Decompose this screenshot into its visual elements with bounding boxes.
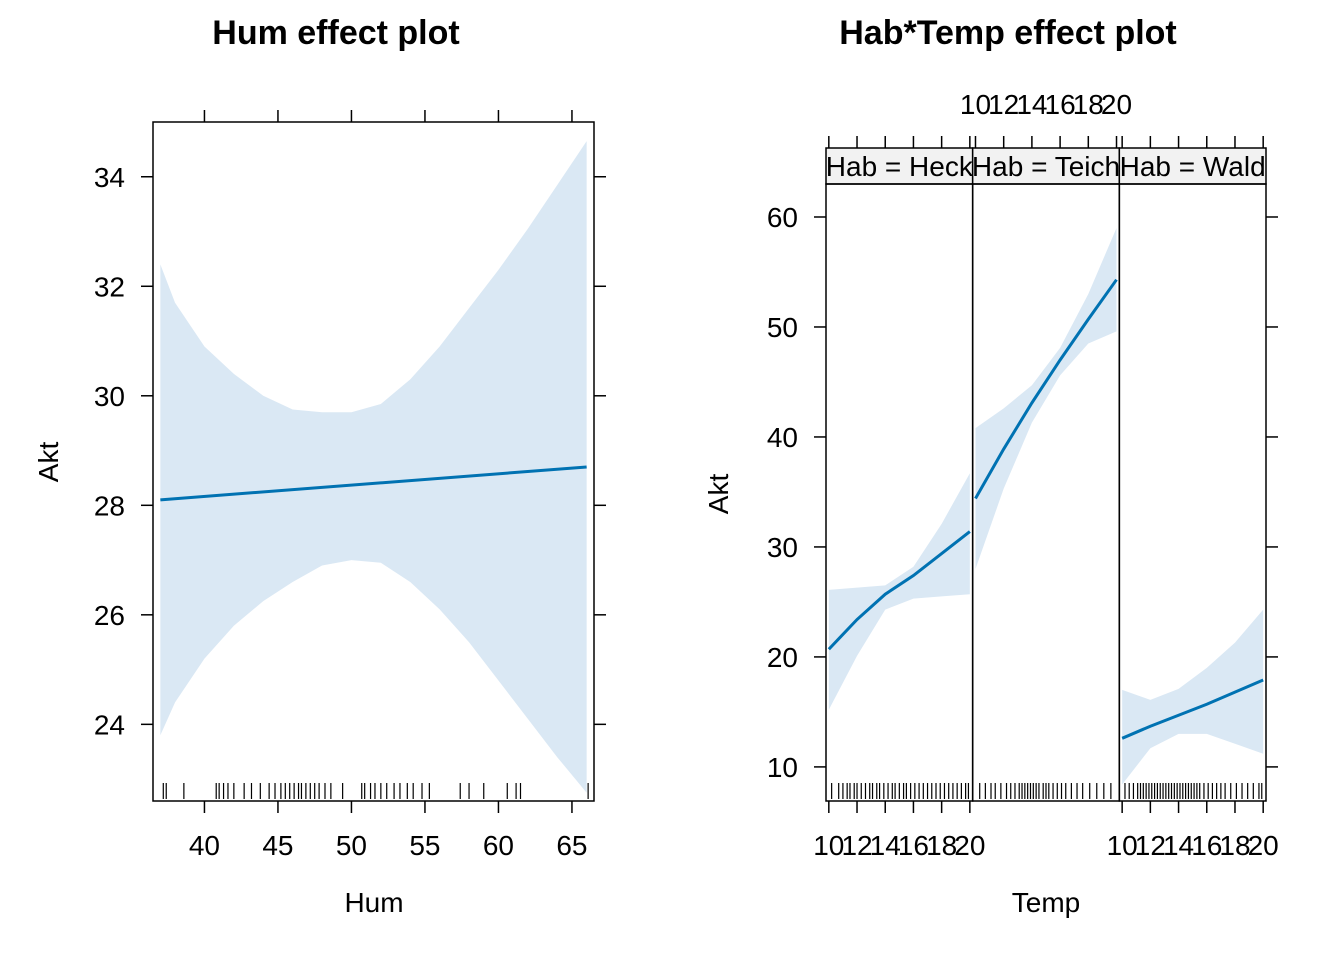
x-tick-label-top: 20 — [1101, 89, 1132, 120]
x-tick-label: 18 — [926, 830, 957, 861]
hum-effect-chart: Hum effect plot Hum Akt 40 45 50 55 60 65 24 26… — [33, 14, 606, 918]
x-tick-label: 16 — [1191, 830, 1222, 861]
x-tick-label: 50 — [336, 830, 367, 861]
effect-line — [1121, 678, 1264, 740]
effect-line — [974, 278, 1118, 500]
y-tick-label: 32 — [94, 271, 125, 302]
x-tick-label-top: 16 — [1045, 89, 1076, 120]
y-tick-label: 50 — [767, 312, 798, 343]
x-tick-label: 65 — [556, 830, 587, 861]
x-tick-label: 40 — [189, 830, 220, 861]
x-tick-label-top: 10 — [960, 89, 991, 120]
y-tick-label: 30 — [767, 532, 798, 563]
confidence-band — [160, 141, 587, 793]
effect-line — [160, 465, 587, 502]
y-axis-label: Akt — [33, 442, 64, 483]
confidence-band — [975, 227, 1117, 569]
plot-frame — [152, 121, 595, 802]
y-tick-label: 26 — [94, 600, 125, 631]
plot-area: 40 45 50 55 60 65 24 26 28 30 32 34 — [94, 110, 606, 861]
x-tick-label: 20 — [1248, 830, 1279, 861]
chart-title: Hab*Temp effect plot — [839, 14, 1177, 52]
x-tick-label: 14 — [1163, 830, 1194, 861]
confidence-band — [1122, 609, 1264, 785]
x-axis-label: Hum — [344, 887, 403, 918]
y-tick-label: 40 — [767, 422, 798, 453]
strip-label: Hab = Wald — [1120, 151, 1266, 182]
x-tick-label: 14 — [870, 830, 901, 861]
y-tick-label: 60 — [767, 202, 798, 233]
y-tick-label: 24 — [94, 709, 125, 740]
strip-label: Hab = Teich — [972, 151, 1120, 182]
x-tick-label: 20 — [954, 830, 985, 861]
y-tick-label: 30 — [94, 381, 125, 412]
x-tick-label: 12 — [1135, 830, 1166, 861]
x-tick-label: 10 — [1107, 830, 1138, 861]
y-tick-label: 10 — [767, 752, 798, 783]
chart-title: Hum effect plot — [212, 14, 459, 52]
x-tick-label-top: 12 — [988, 89, 1019, 120]
hab-temp-effect-chart: Hab*Temp effect plot Temp Akt Hab = Heck… — [703, 14, 1279, 918]
y-tick-label: 34 — [94, 162, 125, 193]
y-axis-label: Akt — [703, 474, 734, 515]
effect-line — [827, 530, 971, 651]
panel-frame — [825, 183, 974, 802]
x-tick-label: 16 — [898, 830, 929, 861]
y-tick-label: 28 — [94, 490, 125, 521]
x-tick-label: 18 — [1219, 830, 1250, 861]
x-tick-label: 60 — [483, 830, 514, 861]
panel-frame — [1118, 183, 1267, 802]
confidence-band — [828, 473, 970, 710]
x-tick-label: 12 — [841, 830, 872, 861]
x-axis-label: Temp — [1012, 887, 1080, 918]
y-tick-label: 20 — [767, 642, 798, 673]
strip-label: Hab = Heck — [826, 151, 974, 182]
x-tick-label: 45 — [262, 830, 293, 861]
x-tick-label-top: 14 — [1016, 89, 1047, 120]
strip-background — [1118, 147, 1267, 185]
x-tick-label: 55 — [409, 830, 440, 861]
x-tick-label-top: 18 — [1073, 89, 1104, 120]
x-tick-label: 10 — [813, 830, 844, 861]
